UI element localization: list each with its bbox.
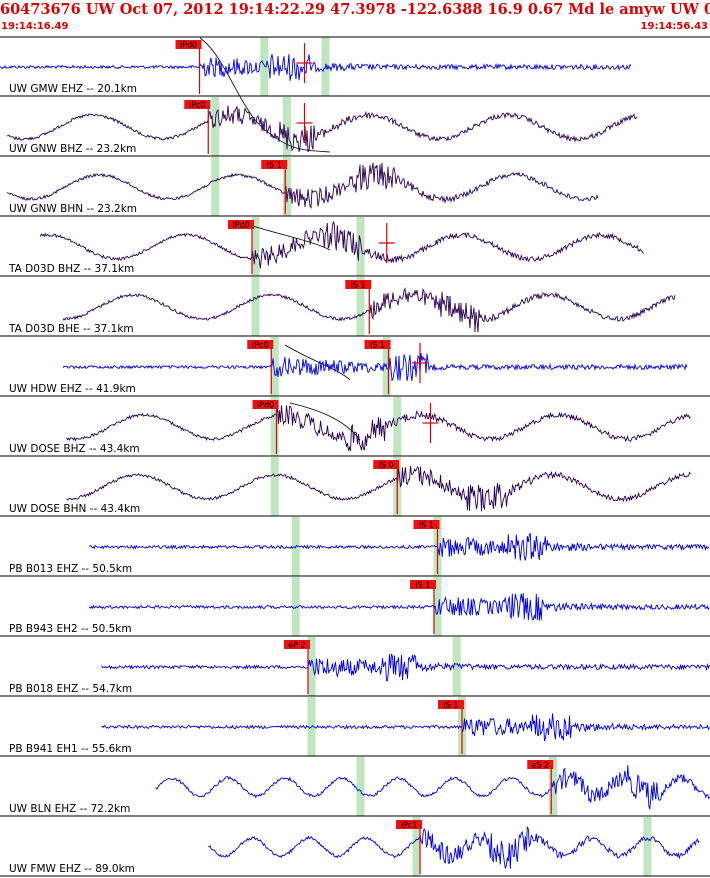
- pick-label: iPd0: [232, 221, 249, 230]
- waveform-trace-uw-gnw-bhz-23-2km: [6, 105, 638, 153]
- pick-label: iPc0: [252, 341, 269, 350]
- analysis-window-shade: [307, 637, 316, 696]
- waveform-trace-uw-fmw-ehz-89-0km: [208, 825, 700, 869]
- pick-flag: [284, 640, 310, 649]
- waveform-trace-uw-gmw-ehz-20-1km: [0, 54, 632, 81]
- analysis-window-shade: [452, 637, 461, 696]
- pick-flag: [410, 580, 436, 589]
- station-label-uw-gnw-bhn-23-2km: UW GNW BHN -- 23.2km: [9, 203, 137, 215]
- pick-flag: [364, 340, 391, 349]
- pick-label: iPc0: [189, 101, 206, 110]
- pick-label: iS 1: [419, 521, 434, 530]
- pick-label: iS 1: [444, 701, 459, 710]
- analysis-window-shade: [270, 337, 279, 396]
- pick-flag: [396, 820, 422, 829]
- start-time-label: 19:14:16.49: [1, 21, 69, 32]
- pick-label: iS 1: [267, 161, 282, 170]
- pick-flag: [413, 520, 440, 529]
- pick-flag: [261, 160, 288, 169]
- pick-label: iPd0: [257, 401, 274, 410]
- pick-flag: [228, 220, 254, 229]
- pick-label: iPd0: [180, 41, 197, 50]
- waveform-trace-pb-b941-eh1-55-6km: [101, 713, 710, 742]
- analysis-window-shade: [283, 97, 291, 156]
- waveform-trace-uw-gnw-bhn-23-2km: [6, 162, 599, 209]
- pick-label: iS 0: [379, 461, 394, 470]
- station-label-uw-gmw-ehz-20-1km: UW GMW EHZ -- 20.1km: [9, 83, 137, 95]
- pick-flag: [184, 100, 211, 109]
- waveform-trace-uw-dose-bhz-43-4km: [66, 405, 691, 452]
- analysis-window-shade: [260, 37, 269, 96]
- pick-label: iPc1: [401, 821, 418, 830]
- pick-label: eS 2: [531, 761, 549, 770]
- pick-flag: [373, 460, 400, 469]
- station-label-ta-d03d-bhe-37-1km: TA D03D BHE -- 37.1km: [8, 323, 134, 335]
- station-label-uw-bln-ehz-72-2km: UW BLN EHZ -- 72.2km: [9, 803, 130, 815]
- waveform-trace-uw-bln-ehz-72-2km: [155, 765, 710, 810]
- waveform-trace-pb-b013-ehz-50-5km: [89, 532, 710, 561]
- pick-flag: [345, 280, 372, 289]
- station-label-pb-b943-eh2-50-5km: PB B943 EH2 -- 50.5km: [9, 623, 132, 635]
- pick-flag: [527, 760, 554, 769]
- end-time-label: 19:14:56.43: [640, 21, 708, 32]
- analysis-window-shade: [356, 757, 365, 816]
- station-label-uw-hdw-ehz-41-9km: UW HDW EHZ -- 41.9km: [9, 383, 136, 395]
- waveform-trace-pb-b943-eh2-50-5km: [88, 593, 710, 621]
- pick-flag: [175, 40, 202, 49]
- station-label-ta-d03d-bhz-37-1km: TA D03D BHZ -- 37.1km: [8, 263, 134, 275]
- station-label-pb-b013-ehz-50-5km: PB B013 EHZ -- 50.5km: [9, 563, 132, 575]
- pick-flag: [438, 700, 464, 709]
- analysis-window-shade: [211, 157, 220, 216]
- pick-label: eP 2: [288, 641, 305, 650]
- waveform-trace-uw-dose-bhn-43-4km: [66, 466, 691, 512]
- analysis-window-shade: [251, 217, 260, 276]
- analysis-window-shade: [291, 577, 300, 636]
- analysis-window-shade: [433, 577, 442, 636]
- pick-label: iS 1: [351, 281, 366, 290]
- waveform-trace-uw-hdw-ehz-41-9km: [62, 353, 688, 382]
- pick-label: iS 1: [370, 341, 385, 350]
- pick-label: iS 1: [416, 581, 431, 590]
- analysis-window-shade: [251, 277, 260, 336]
- analysis-window-shade: [356, 277, 365, 336]
- analysis-window-shade: [356, 217, 365, 276]
- station-label-uw-fmw-ehz-89-0km: UW FMW EHZ -- 89.0km: [9, 863, 135, 875]
- event-header-title: 60473676 UW Oct 07, 2012 19:14:22.29 47.…: [0, 1, 710, 18]
- analysis-window-shade: [412, 817, 421, 876]
- station-label-pb-b018-ehz-54-7km: PB B018 EHZ -- 54.7km: [9, 683, 132, 695]
- waveform-trace-ta-d03d-bhz-37-1km: [39, 220, 644, 269]
- station-label-uw-gnw-bhz-23-2km: UW GNW BHZ -- 23.2km: [9, 143, 136, 155]
- analysis-window-shade: [393, 397, 402, 456]
- analysis-window-shade: [270, 457, 279, 516]
- pick-flag: [252, 400, 279, 409]
- waveform-trace-pb-b018-ehz-54-7km: [101, 653, 710, 682]
- station-label-uw-dose-bhn-43-4km: UW DOSE BHN -- 43.4km: [9, 503, 140, 515]
- analysis-window-shade: [283, 157, 291, 216]
- travel-time-curve: [199, 37, 331, 153]
- analysis-window-shade: [643, 817, 652, 876]
- station-label-pb-b941-eh1-55-6km: PB B941 EH1 -- 55.6km: [9, 743, 132, 755]
- analysis-window-shade: [270, 397, 279, 456]
- station-label-uw-dose-bhz-43-4km: UW DOSE BHZ -- 43.4km: [9, 443, 140, 455]
- pick-flag: [247, 340, 274, 349]
